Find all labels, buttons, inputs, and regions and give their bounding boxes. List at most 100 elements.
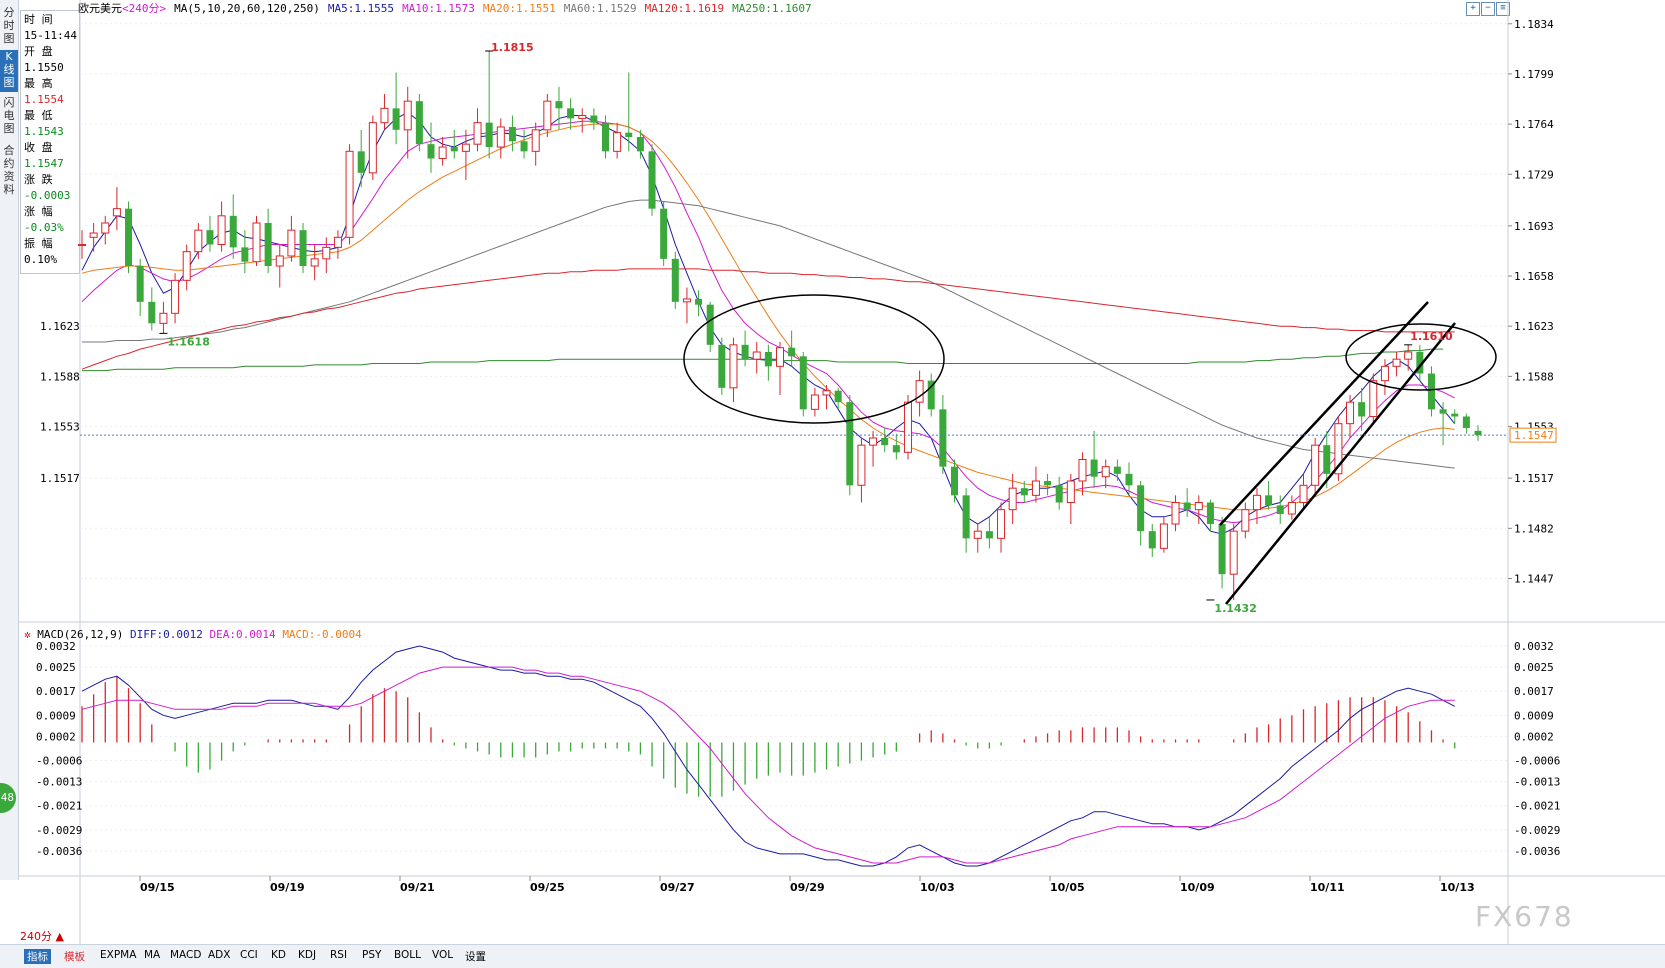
tab-kline[interactable]: K线图 xyxy=(0,50,18,92)
tab-macd[interactable]: MACD xyxy=(170,949,202,961)
candle xyxy=(1218,516,1226,589)
tab-psy[interactable]: PSY xyxy=(362,949,382,961)
tab-settings[interactable]: 设置 xyxy=(465,951,486,963)
candle-body xyxy=(485,122,493,148)
zoom-in-icon[interactable]: + xyxy=(1466,2,1480,16)
candle-body xyxy=(1346,401,1355,425)
ma20-line xyxy=(81,123,1455,511)
tab-rsi[interactable]: RSI xyxy=(330,949,348,961)
candle xyxy=(1008,473,1017,524)
macd-y-tick-label-left: -0.0006 xyxy=(36,755,82,768)
candle-body xyxy=(834,390,842,403)
candle xyxy=(776,341,784,395)
macd-settings-icon[interactable]: ✲ xyxy=(24,628,31,641)
left-tab-bar: 分时图 K线图 闪电图 合约资料 xyxy=(0,0,19,880)
info-value: 1.1543 xyxy=(24,125,64,138)
tab-cci[interactable]: CCI xyxy=(240,949,258,961)
candle-body xyxy=(951,466,958,496)
candle-body xyxy=(322,246,331,260)
candle-body xyxy=(1369,380,1378,417)
ellipse-annotation-right xyxy=(1345,323,1497,391)
candle-body xyxy=(427,144,435,159)
ma10-value: MA10:1.1573 xyxy=(402,2,475,15)
candle xyxy=(206,215,214,252)
candle xyxy=(136,258,144,317)
tab-kdj[interactable]: KDJ xyxy=(298,949,317,961)
candle xyxy=(1137,481,1145,546)
candle xyxy=(357,129,365,188)
tab-template[interactable]: 模板 xyxy=(64,951,85,963)
tab-flash-chart[interactable]: 闪电图 xyxy=(3,96,15,135)
info-value: -0.03% xyxy=(24,221,64,234)
diff-value: DIFF:0.0012 xyxy=(129,628,203,641)
candle-body xyxy=(508,126,516,142)
candle-body xyxy=(182,251,191,281)
candle-body xyxy=(776,347,784,367)
candle xyxy=(915,370,924,417)
candle-body xyxy=(1206,502,1214,524)
candle-body xyxy=(671,258,679,302)
zoom-out-icon[interactable]: − xyxy=(1481,2,1495,16)
candle-body xyxy=(89,232,98,238)
tab-contract-info[interactable]: 合约资料 xyxy=(3,144,15,196)
candle-body xyxy=(590,115,598,123)
tab-ma[interactable]: MA xyxy=(144,949,161,961)
candle-body xyxy=(450,147,458,152)
period-label[interactable]: <240分> xyxy=(122,2,167,15)
y-tick-label: 1.1729 xyxy=(1514,168,1554,181)
candle-body xyxy=(415,101,423,145)
candle xyxy=(590,108,598,130)
candle xyxy=(822,384,831,410)
candle-body xyxy=(973,530,982,539)
tab-kd[interactable]: KD xyxy=(271,949,286,961)
candle xyxy=(101,215,110,245)
candle xyxy=(1346,395,1355,438)
candle-body xyxy=(1358,402,1366,417)
macd-params[interactable]: MACD(26,12,9) xyxy=(37,628,124,641)
info-value: 1.1554 xyxy=(24,93,64,106)
candle-body xyxy=(241,247,249,262)
candle xyxy=(1404,344,1413,371)
info-label: 涨 跌 xyxy=(24,173,53,186)
y-tick-label: 1.1693 xyxy=(1514,220,1554,233)
candle xyxy=(602,115,609,159)
y-tick-label: 1.1623 xyxy=(1514,320,1554,333)
dea-line xyxy=(81,666,1455,864)
candle-body xyxy=(729,344,738,389)
tab-timeshare[interactable]: 分时图 xyxy=(3,6,15,45)
candle-body xyxy=(287,229,296,257)
ma-params[interactable]: MA(5,10,20,60,120,250) xyxy=(174,2,320,15)
candle-body xyxy=(1380,365,1389,382)
candle-body xyxy=(578,115,587,119)
macd-y-tick-label-left: 0.0025 xyxy=(36,661,76,674)
y-tick-label: 1.1517 xyxy=(1514,472,1554,485)
candle xyxy=(1206,499,1214,532)
candle xyxy=(985,516,993,549)
candle xyxy=(1148,524,1156,557)
candle-body xyxy=(927,380,935,410)
candle-body xyxy=(962,495,970,539)
macd-y-tick-label-left: 0.0017 xyxy=(36,685,76,698)
tab-adx[interactable]: ADX xyxy=(208,949,231,961)
candle xyxy=(881,427,889,453)
y-tick-label-left: 1.1588 xyxy=(40,370,80,383)
x-tick-label: 10/03 xyxy=(920,881,955,894)
candle xyxy=(461,129,470,180)
candle-body xyxy=(1265,495,1273,506)
tab-boll[interactable]: BOLL xyxy=(394,949,421,961)
candle-body xyxy=(997,509,1006,539)
tab-indicator[interactable]: 指标 xyxy=(24,949,51,964)
candle xyxy=(1055,476,1063,510)
y-tick-label: 1.1588 xyxy=(1514,370,1554,383)
candle xyxy=(310,244,319,281)
period-selector[interactable]: 240分 ▲ xyxy=(20,930,64,943)
settings-icon[interactable]: ≡ xyxy=(1496,2,1510,16)
notification-badge[interactable]: 48 xyxy=(0,783,16,813)
candle xyxy=(438,137,447,166)
ma20-value: MA20:1.1551 xyxy=(482,2,556,15)
tab-expma[interactable]: EXPMA xyxy=(100,949,137,961)
kline-chart[interactable]: 1.1834 1.1799 1.1764 1.1729 1.1693 1.1658 1.16… xyxy=(0,0,1665,944)
macd-value: MACD:-0.0004 xyxy=(282,628,362,641)
tab-vol[interactable]: VOL xyxy=(432,949,454,961)
candle-body xyxy=(112,208,121,217)
